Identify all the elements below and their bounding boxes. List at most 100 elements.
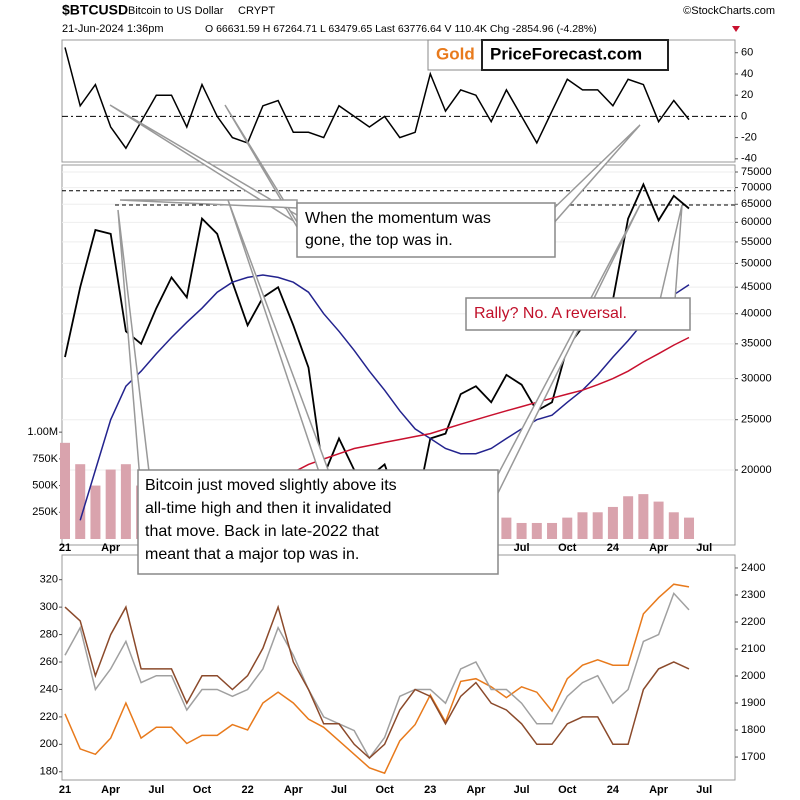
y2-tick-label: 1700 [741,751,765,763]
x-tick-label: 24 [607,542,620,554]
x-tick-label: Jul [148,784,164,796]
volume-bar [668,512,679,539]
quote: O 66631.59 H 67264.71 L 63479.65 Last 63… [205,23,597,35]
y-tick-label: 0 [741,110,747,122]
volume-bar [120,464,131,539]
note-text: When the momentum was [305,210,491,227]
x-tick-label: Apr [466,784,486,796]
note-text: all-time high and then it invalidated [145,500,391,517]
volume-bar [592,512,603,539]
y-tick-label: 280 [40,628,58,640]
y-tick-label: 45000 [741,281,772,293]
x-tick-label: Oct [558,784,577,796]
series-line [64,583,690,775]
logo-site-box [481,39,669,71]
note-box [465,297,691,331]
y-tick-label: 60000 [741,216,772,228]
y2-tick-label: 2100 [741,643,765,655]
symbol: $BTCUSD [62,2,128,18]
volume-bar [684,517,695,539]
y2-tick-label: 2200 [741,616,765,628]
exchange: CRYPT [238,5,275,17]
x-tick-label: Oct [193,784,212,796]
x-tick-label: Jul [696,784,712,796]
y-tick-label: 180 [40,766,58,778]
y2-tick-label: 2300 [741,589,765,601]
instrument-name: Bitcoin to US Dollar [128,5,224,17]
volume-tick-label: 250K [32,506,58,518]
y-tick-label: 40000 [741,308,772,320]
callouts [109,104,683,498]
series-line [277,336,690,483]
y-tick-label: 20000 [741,464,772,476]
note-box [137,469,499,575]
y-tick-label: 60 [741,47,753,59]
x-tick-label: Apr [101,542,121,554]
volume-tick-label: 1.00M [27,426,58,438]
y-tick-label: 50000 [741,257,772,269]
y-tick-label: 40 [741,68,753,80]
note-text: Rally? No. A reversal. [474,305,627,322]
y-tick-label: 75000 [741,166,772,178]
y-tick-label: 200 [40,738,58,750]
x-tick-label: Jul [696,542,712,554]
series-line [79,274,690,521]
volume-bar [90,485,101,539]
logo-gold: Gold [436,44,475,63]
y-tick-label: 300 [40,601,58,613]
x-tick-label: 21 [59,784,71,796]
y2-tick-label: 2400 [741,562,765,574]
y2-tick-label: 1800 [741,724,765,736]
note-text: that move. Back in late-2022 that [145,523,379,540]
series-line [64,591,690,760]
y-tick-label: 220 [40,711,58,723]
volume-bar [501,517,512,539]
volume-bar [607,506,618,539]
series-line [64,47,690,150]
y-tick-label: 65000 [741,198,772,210]
y-tick-label: 260 [40,656,58,668]
x-tick-label: Jul [514,784,530,796]
volume-bar [577,512,588,539]
series-line [64,604,690,760]
y-tick-label: 30000 [741,372,772,384]
volume-bar [562,517,573,539]
x-tick-label: Oct [558,542,577,554]
x-tick-label: Jul [331,784,347,796]
x-tick-label: Apr [649,784,669,796]
y2-tick-label: 1900 [741,697,765,709]
note-text: Bitcoin just moved slightly above its [145,477,397,494]
y-tick-label: 25000 [741,414,772,426]
volume-tick-label: 500K [32,479,58,491]
volume-bar [75,464,86,539]
note-text: meant that a major top was in. [145,546,359,563]
y-tick-label: 70000 [741,181,772,193]
volume-bar [531,522,542,539]
momentum-frame [61,39,736,163]
y-tick-label: 20 [741,89,753,101]
x-tick-label: Jul [514,542,530,554]
volume-bar [623,496,634,539]
x-tick-label: 24 [607,784,620,796]
x-tick-label: Apr [101,784,121,796]
volume-bar [653,501,664,539]
y-tick-label: 35000 [741,338,772,350]
x-tick-label: 22 [242,784,254,796]
volume-bar [547,522,558,539]
x-tick-label: 23 [424,784,436,796]
y2-tick-label: 2000 [741,670,765,682]
logo-site: PriceForecast.com [490,44,642,63]
y-tick-label: 55000 [741,236,772,248]
note-text: gone, the top was in. [305,232,453,249]
y-tick-label: -20 [741,132,757,144]
volume-bar [60,442,70,539]
x-tick-label: Oct [375,784,394,796]
x-tick-label: 21 [59,542,71,554]
y-tick-label: 320 [40,574,58,586]
volume-bar [516,522,527,539]
watermark: ©StockCharts.com [683,5,775,17]
y-tick-label: -40 [741,153,757,165]
x-tick-label: Apr [649,542,669,554]
down-arrow [732,26,740,32]
x-tick-label: Apr [284,784,304,796]
